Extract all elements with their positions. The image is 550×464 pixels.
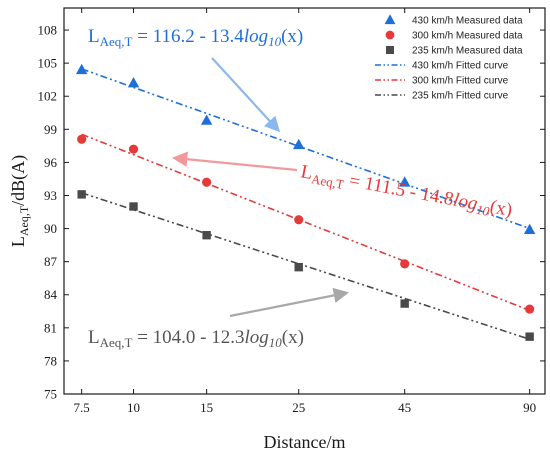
y-tick-label: 90	[44, 221, 57, 236]
equation-coefficients: = 116.2 - 13.4	[132, 26, 244, 47]
y-tick-label: 78	[44, 353, 57, 368]
y-tick-label: 75	[44, 387, 57, 402]
equation-symbol: L	[299, 161, 314, 184]
circle-data-point	[202, 177, 212, 187]
equation-argument: (x)	[281, 26, 303, 47]
fitted-curve-line	[81, 192, 530, 341]
equation-symbol: L	[88, 26, 100, 47]
equation-symbol-subscript: Aeq,T	[310, 171, 345, 192]
y-tick-label: 105	[38, 56, 58, 71]
triangle-data-point	[127, 76, 140, 88]
legend-label: 235 km/h Measured data	[412, 46, 523, 57]
legend-circle-marker	[385, 30, 395, 40]
y-tick-label: 108	[38, 23, 58, 38]
equation-symbol: L	[88, 327, 100, 348]
annotation-arrow	[229, 287, 350, 318]
fitted-curves-layer	[81, 68, 530, 341]
x-tick-label: 15	[200, 400, 213, 415]
equation-annotation: LAeq,T = 104.0 - 12.3log10(x)	[88, 327, 304, 350]
y-axis-title-main: L	[8, 236, 28, 247]
equation-log-base: 10	[269, 335, 283, 350]
circle-data-point	[294, 215, 304, 225]
legend-label: 430 km/h Measured data	[412, 16, 523, 27]
y-tick-label: 99	[44, 122, 57, 137]
equation-annotation: LAeq,T = 116.2 - 13.4log10(x)	[88, 26, 303, 49]
y-tick-label: 96	[44, 155, 58, 170]
equation-log: log	[244, 26, 268, 47]
x-tick-label: 90	[523, 400, 536, 415]
axes-layer: 75 78 81 84 87 90 93 96 99 102 105 108 7.5 10 15 25 45 90…	[8, 7, 546, 452]
equation-symbol-subscript: Aeq,T	[100, 335, 133, 350]
circle-data-point	[128, 144, 139, 154]
y-axis-title-unit: /dB(A)	[8, 155, 29, 206]
x-axis-title: Distance/m	[264, 432, 346, 452]
y-tick-label: 84	[44, 287, 58, 302]
equation-log: log	[245, 327, 269, 348]
square-data-point	[400, 299, 409, 308]
equation-symbol-subscript: Aeq,T	[100, 34, 133, 49]
y-tick-label: 87	[44, 254, 58, 269]
square-data-point	[294, 262, 303, 272]
square-data-point	[77, 190, 86, 199]
legend-label: 300 km/h Measured data	[412, 31, 523, 42]
circle-data-point	[525, 304, 535, 314]
triangle-data-point	[200, 114, 213, 125]
triangle-data-point	[293, 138, 305, 150]
x-tick-label: 25	[292, 400, 305, 415]
measured-points-layer	[75, 63, 536, 341]
circle-data-point	[400, 259, 410, 269]
legend-square-marker	[386, 46, 394, 54]
legend: 430 km/h Measured data 300 km/h Measured …	[375, 14, 523, 102]
fitted-curve-line	[81, 68, 530, 230]
y-tick-label: 93	[44, 188, 57, 203]
circle-data-point	[77, 134, 87, 144]
y-axis-title-sub: Aeq,T	[17, 205, 31, 236]
equation-log-base: 10	[268, 34, 282, 49]
y-tick-label: 102	[38, 89, 58, 104]
y-tick-label: 81	[44, 320, 57, 335]
annotation-arrow	[171, 151, 298, 172]
equation-coefficients: = 111.5 - 14.8	[343, 169, 456, 210]
plot-frame	[63, 7, 546, 395]
y-axis-title: LAeq,T/dB(A)	[8, 155, 31, 247]
equation-log: log	[452, 190, 480, 215]
legend-triangle-marker	[384, 14, 396, 25]
fitted-curve-line	[81, 133, 530, 312]
equation-argument: (x)	[488, 196, 514, 221]
triangle-data-point	[75, 63, 88, 75]
equation-argument: (x)	[282, 327, 304, 348]
square-data-point	[525, 332, 534, 341]
equation-annotation: LAeq,T = 111.5 - 14.8log10(x)	[299, 161, 514, 223]
legend-label: 300 km/h Fitted curve	[412, 76, 509, 87]
equation-coefficients: = 104.0 - 12.3	[132, 327, 244, 348]
square-data-point	[202, 230, 211, 240]
x-tick-label: 10	[127, 400, 140, 415]
annotation-arrow	[211, 57, 281, 133]
legend-label: 430 km/h Fitted curve	[412, 61, 509, 72]
x-tick-label: 45	[398, 400, 411, 415]
annotation-arrows-layer	[171, 57, 350, 318]
square-data-point	[129, 202, 138, 211]
triangle-data-point	[398, 176, 411, 187]
triangle-data-point	[523, 223, 536, 234]
equation-log-base: 10	[475, 202, 491, 219]
x-tick-label: 7.5	[74, 400, 90, 415]
legend-label: 235 km/h Fitted curve	[412, 91, 509, 102]
